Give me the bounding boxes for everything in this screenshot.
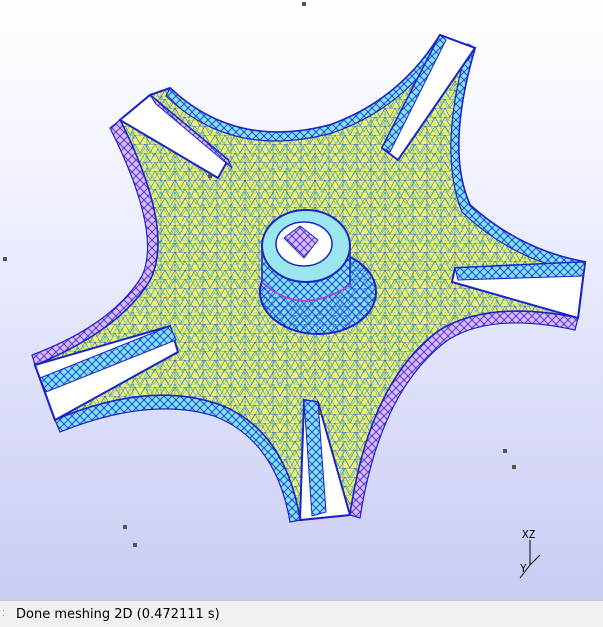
center-boss bbox=[259, 209, 377, 335]
status-message: Done meshing 2D (0.472111 s) bbox=[16, 606, 220, 622]
slot-right bbox=[450, 260, 587, 320]
axis-label-y: Y bbox=[520, 562, 527, 575]
status-bar: ⁚ Done meshing 2D (0.472111 s) bbox=[0, 600, 603, 627]
axis-label-xz: XZ bbox=[522, 528, 536, 541]
slot-bottom bbox=[298, 398, 352, 522]
slot-top-left bbox=[118, 93, 233, 180]
axes-triad bbox=[519, 540, 541, 579]
slot-top-right bbox=[380, 33, 477, 162]
3d-viewport[interactable]: XZ Y bbox=[0, 0, 603, 600]
slot-left bbox=[33, 324, 180, 422]
mesh-render bbox=[3, 2, 587, 579]
stray-nodes bbox=[3, 2, 516, 547]
outer-wall-lower-right bbox=[349, 310, 579, 519]
size-grip-icon[interactable]: ⁚ bbox=[2, 609, 5, 618]
